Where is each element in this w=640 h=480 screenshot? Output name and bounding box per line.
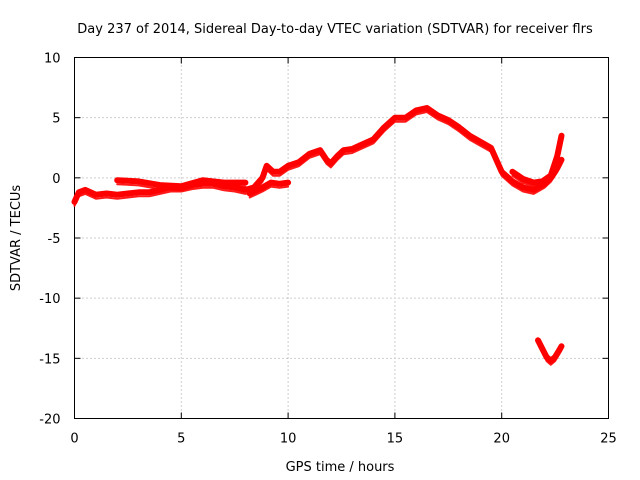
x-tick-label: 10 xyxy=(280,432,297,447)
series-line-upper-branch-spread xyxy=(116,183,247,192)
grid xyxy=(74,57,609,419)
x-tick-label: 25 xyxy=(600,432,617,447)
series-line-main-spread xyxy=(73,111,563,207)
x-tick-label: 20 xyxy=(493,432,510,447)
series-line-late-rise-spread xyxy=(511,138,563,188)
series-line-mid-branch-spread xyxy=(248,185,290,199)
y-tick-label: -20 xyxy=(39,413,60,428)
series-line-upper-branch xyxy=(114,177,249,190)
x-tick-label: 0 xyxy=(70,432,78,447)
y-tick-label: -10 xyxy=(39,292,60,307)
y-axis-label: SDTVAR / TECUs xyxy=(9,185,24,292)
series-line-main xyxy=(71,105,565,205)
series-line-lower-segment-spread xyxy=(537,343,563,366)
series-line-mid-branch xyxy=(246,179,292,197)
y-tick-label: 0 xyxy=(52,172,60,187)
chart-title: Day 237 of 2014, Sidereal Day-to-day VTE… xyxy=(77,22,593,37)
x-tick-label: 5 xyxy=(177,432,185,447)
y-tick-label: 5 xyxy=(52,112,60,127)
y-tick-label: -15 xyxy=(39,352,60,367)
data-series xyxy=(71,105,565,366)
x-tick-label: 15 xyxy=(387,432,404,447)
x-axis-label: GPS time / hours xyxy=(286,460,395,475)
y-tick-label: -5 xyxy=(48,232,61,247)
y-tick-label: 10 xyxy=(44,52,61,67)
series-line-lower-segment xyxy=(535,337,565,364)
axis-ticks: 0 5 10 15 20 25 -20 -15 -10 -5 0 5 10 xyxy=(39,52,617,447)
